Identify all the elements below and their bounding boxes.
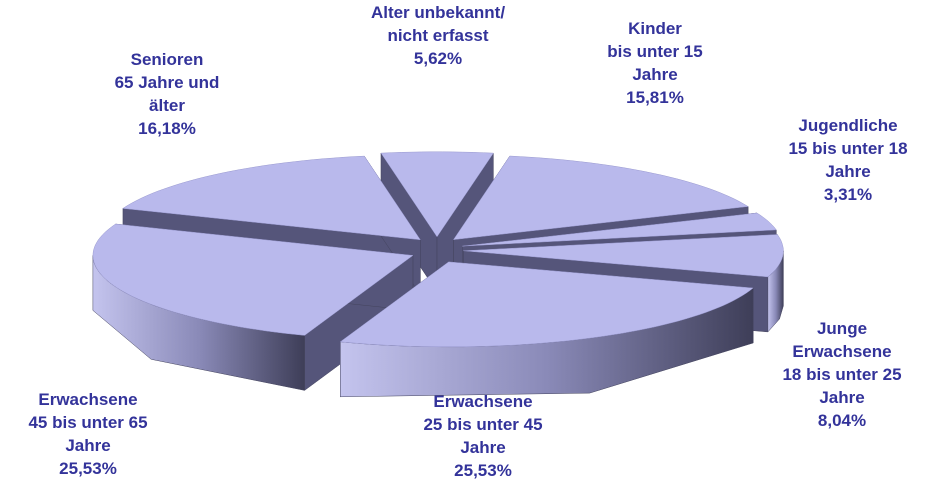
slice-label: 15 bis unter 18 bbox=[788, 139, 907, 158]
value-label: 5,62% bbox=[414, 49, 462, 68]
slice-label: Erwachsene bbox=[38, 390, 137, 409]
value-label: 25,53% bbox=[454, 461, 512, 480]
slice-label: Jahre bbox=[819, 388, 864, 407]
slice-label: bis unter 15 bbox=[607, 42, 702, 61]
value-label: 15,81% bbox=[626, 88, 684, 107]
value-label: 16,18% bbox=[138, 119, 196, 138]
slice-label: Erwachsene bbox=[433, 392, 532, 411]
slice-top bbox=[92, 223, 414, 336]
slice-top bbox=[122, 155, 421, 241]
slice-label: älter bbox=[149, 96, 185, 115]
slice-label: Jahre bbox=[460, 438, 505, 457]
slice-label: Senioren bbox=[131, 50, 204, 69]
slice-top bbox=[462, 212, 777, 247]
slice-label: Jugendliche bbox=[798, 116, 897, 135]
slice-label: 45 bis unter 65 bbox=[28, 413, 147, 432]
slice-label: Alter unbekannt/ bbox=[371, 3, 505, 22]
value-label: 3,31% bbox=[824, 185, 872, 204]
slice-label: Erwachsene bbox=[792, 342, 891, 361]
slice-label: Jahre bbox=[825, 162, 870, 181]
slice-label: Junge bbox=[817, 319, 867, 338]
value-label: 8,04% bbox=[818, 411, 866, 430]
slice-top bbox=[452, 155, 749, 240]
slice-label: nicht erfasst bbox=[387, 26, 488, 45]
slice-top bbox=[339, 261, 754, 348]
slice bbox=[92, 223, 414, 391]
value-label: 25,53% bbox=[59, 459, 117, 478]
slice-top bbox=[380, 151, 494, 238]
slice-label: 25 bis unter 45 bbox=[423, 415, 542, 434]
slice bbox=[339, 261, 754, 398]
slice-label: Jahre bbox=[632, 65, 677, 84]
slice-label: Jahre bbox=[65, 436, 110, 455]
slice-top bbox=[463, 234, 784, 278]
slice-label: 65 Jahre und bbox=[115, 73, 220, 92]
slice-label: 18 bis unter 25 bbox=[782, 365, 901, 384]
slice-label: Kinder bbox=[628, 19, 682, 38]
